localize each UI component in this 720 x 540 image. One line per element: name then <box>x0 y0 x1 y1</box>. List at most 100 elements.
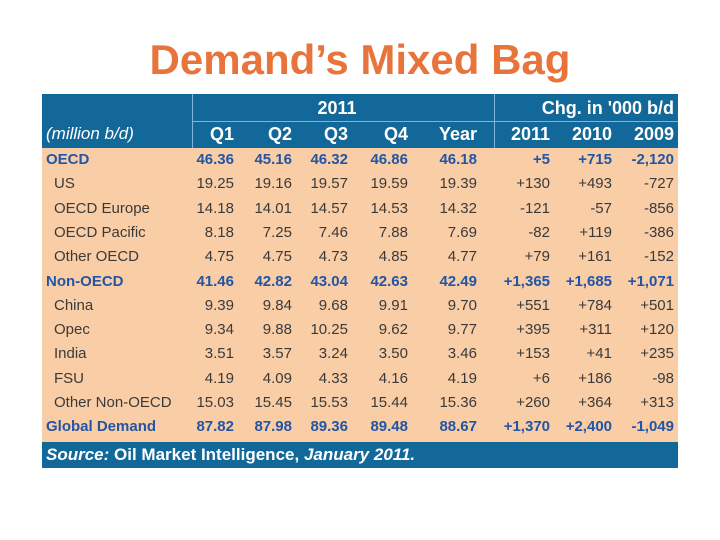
table-cell: +260 <box>516 394 550 411</box>
table-cell: +6 <box>532 369 550 387</box>
table-cell: 19.59 <box>370 175 408 193</box>
column-header: 2009 <box>633 124 674 144</box>
table-cell: +551 <box>516 296 550 314</box>
table-cell: +395 <box>516 321 550 339</box>
row-label: Other Non-OECD <box>54 394 172 411</box>
table-cell: -856 <box>643 199 674 217</box>
table-cell: 19.57 <box>310 175 348 193</box>
table-cell: +186 <box>578 369 612 387</box>
table-cell: 9.88 <box>262 321 292 339</box>
table-cell: 3.57 <box>262 345 292 363</box>
table-cell: 7.88 <box>378 223 408 241</box>
table-cell: 87.82 <box>196 418 234 436</box>
table-cell: +313 <box>640 394 674 411</box>
table-cell: -152 <box>643 248 674 266</box>
table-cell: +1,370 <box>503 418 550 436</box>
table-cell: 46.18 <box>439 151 477 168</box>
table-cell: 3.50 <box>378 345 408 363</box>
table-cell: +501 <box>640 296 674 314</box>
table-cell: 7.46 <box>318 223 348 241</box>
table-cell: 89.48 <box>370 418 408 436</box>
table-cell: +235 <box>640 345 674 363</box>
table-cell: 42.63 <box>370 272 408 290</box>
table-cell: +715 <box>578 151 612 168</box>
table-cell: 9.84 <box>262 296 292 314</box>
row-label: Opec <box>54 321 90 339</box>
table-cell: +161 <box>578 248 612 266</box>
table-cell: +119 <box>579 223 612 241</box>
table-cell: 15.03 <box>196 394 234 411</box>
row-label: OECD Pacific <box>54 223 146 241</box>
column-header: Q1 <box>209 124 234 144</box>
table-cell: 4.33 <box>318 369 348 387</box>
source-date: January 2011. <box>303 445 416 464</box>
table-cell: 9.77 <box>447 321 477 339</box>
column-header: 2010 <box>571 124 612 144</box>
table-cell: 14.18 <box>196 199 234 217</box>
row-label: FSU <box>54 369 84 387</box>
table-cell: 9.62 <box>378 321 408 339</box>
table-cell: 4.16 <box>378 369 408 387</box>
table-cell: 4.19 <box>447 369 477 387</box>
table-cell: +5 <box>532 151 550 168</box>
table-cell: 9.34 <box>204 321 234 339</box>
table-cell: 15.45 <box>254 394 292 411</box>
row-label: OECD Europe <box>54 199 150 217</box>
table-cell: +1,685 <box>565 272 612 290</box>
row-label: India <box>54 345 87 363</box>
table-cell: 45.16 <box>254 151 292 168</box>
table-cell: 15.44 <box>370 394 408 411</box>
table-cell: -386 <box>643 223 674 241</box>
table-cell: +2,400 <box>565 418 612 436</box>
column-header: Q4 <box>383 124 408 144</box>
table-cell: 43.04 <box>310 272 348 290</box>
row-label: OECD <box>46 151 90 168</box>
column-header: Q2 <box>267 124 292 144</box>
source-bar: Source: Oil Market Intelligence, January… <box>42 442 678 468</box>
slide-title: Demand’s Mixed Bag <box>149 36 571 83</box>
table-cell: 7.69 <box>447 223 477 241</box>
table-cell: +311 <box>579 321 612 339</box>
header-2011-group: 2011 <box>317 98 357 118</box>
table-cell: 46.36 <box>196 151 234 168</box>
table-cell: 19.16 <box>254 175 292 193</box>
table-cell: 87.98 <box>254 418 292 436</box>
table-cell: 4.73 <box>318 248 348 266</box>
table-cell: 4.75 <box>204 248 234 266</box>
table-cell: 9.39 <box>204 296 234 314</box>
table-cell: +493 <box>578 175 612 193</box>
table-cell: 3.46 <box>447 345 477 363</box>
table-cell: +153 <box>516 345 550 363</box>
divider <box>192 121 678 122</box>
row-label: Non-OECD <box>46 272 124 290</box>
table-cell: -1,049 <box>631 418 674 436</box>
table-cell: +364 <box>578 394 612 411</box>
table-cell: 9.70 <box>447 296 477 314</box>
table-cell: 42.49 <box>439 272 477 290</box>
table-cell: 9.68 <box>318 296 348 314</box>
table-cell: -57 <box>590 199 612 217</box>
table-cell: -2,120 <box>631 151 674 168</box>
table-cell: 14.32 <box>439 199 477 217</box>
table-cell: 46.32 <box>310 151 348 168</box>
source-label: Source: <box>46 445 110 464</box>
column-header: 2011 <box>510 124 550 144</box>
table-cell: 14.53 <box>370 199 408 217</box>
header-change-group: Chg. in '000 b/d <box>541 98 674 118</box>
table-cell: 4.75 <box>262 248 292 266</box>
table-cell: 10.25 <box>310 321 348 339</box>
table-cell: 19.25 <box>196 175 234 193</box>
table-cell: 46.86 <box>370 151 408 168</box>
table-cell: 4.19 <box>204 369 234 387</box>
column-header: Q3 <box>323 124 348 144</box>
table-cell: 19.39 <box>439 175 477 193</box>
table-cell: +1,365 <box>503 272 550 290</box>
table-cell: -98 <box>652 369 674 387</box>
row-label: China <box>54 296 94 314</box>
table-cell: +120 <box>640 321 674 339</box>
table-cell: +1,071 <box>627 272 674 290</box>
table-cell: 15.53 <box>310 394 348 411</box>
table-cell: 3.24 <box>318 345 348 363</box>
table-cell: 14.01 <box>254 199 292 217</box>
table-cell: 3.51 <box>204 345 234 363</box>
